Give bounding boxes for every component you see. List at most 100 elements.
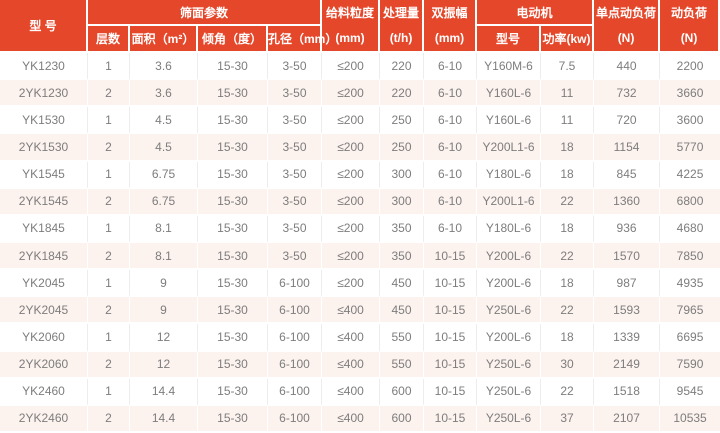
cell-dynamic-load: 2200	[660, 53, 720, 81]
header-motor-group-label: 电动机	[516, 5, 553, 20]
header-motor-power-label: 功率(kw)	[542, 32, 591, 46]
cell-incline: 15-30	[198, 53, 268, 81]
cell-dynamic-load: 7850	[660, 242, 720, 271]
table-row: 2YK2045 2 9 15-30 6-100 ≤400 450 10-15 Y250L-6 22…	[0, 297, 720, 325]
cell-amplitude: 10-15	[424, 378, 478, 406]
cell-capacity: 550	[380, 351, 425, 379]
cell-layers: 1	[88, 215, 130, 243]
table-row: 2YK1530 2 4.5 15-30 3-50 ≤200 250 6-10 Y200L1-6 1…	[0, 134, 720, 162]
cell-motor-model: Y250L-6	[477, 351, 542, 379]
cell-capacity: 220	[380, 53, 425, 81]
table-body: YK1230 1 3.6 15-30 3-50 ≤200 220 6-10 Y160M-6 7.5…	[0, 53, 720, 433]
cell-aperture: 3-50	[268, 188, 323, 216]
cell-point-load: 936	[594, 215, 661, 243]
cell-model: YK1530	[0, 107, 88, 135]
cell-feed-size: ≤200	[322, 270, 381, 298]
cell-motor-power: 30	[541, 351, 595, 379]
cell-capacity: 450	[380, 297, 425, 325]
table-row: YK2060 1 12 15-30 6-100 ≤400 550 10-15 Y200L-6 18…	[0, 324, 720, 352]
cell-model: 2YK1530	[0, 134, 88, 162]
cell-capacity: 350	[380, 215, 425, 243]
cell-model: YK1230	[0, 53, 88, 81]
cell-dynamic-load: 3600	[660, 107, 720, 135]
cell-model: YK1845	[0, 215, 88, 243]
cell-incline: 15-30	[198, 242, 268, 271]
table-row: 2YK2460 2 14.4 15-30 6-100 ≤400 600 10-15 Y250L-…	[0, 405, 720, 433]
header-aperture-label: 孔径（mm）	[268, 32, 338, 46]
cell-area: 9	[130, 297, 198, 325]
cell-incline: 15-30	[198, 270, 268, 298]
header-area: 面积（m²）	[130, 26, 198, 53]
cell-dynamic-load: 7965	[660, 297, 720, 325]
header-aperture: 孔径（mm）	[268, 26, 337, 53]
cell-feed-size: ≤200	[322, 188, 381, 216]
cell-point-load: 987	[594, 270, 661, 298]
header-motor-model-label: 型号	[496, 32, 521, 46]
cell-area: 3.6	[130, 53, 198, 81]
cell-amplitude: 10-15	[424, 324, 478, 352]
cell-feed-size: ≤200	[322, 161, 381, 189]
table-row: YK1845 1 8.1 15-30 3-50 ≤200 350 6-10 Y180L-6 18 9…	[0, 215, 720, 243]
cell-dynamic-load: 6695	[660, 324, 720, 352]
cell-incline: 15-30	[198, 215, 268, 243]
header-capacity-unit: (t/h)	[389, 30, 413, 45]
cell-aperture: 3-50	[268, 242, 323, 271]
cell-amplitude: 10-15	[424, 242, 478, 271]
table-header: 型 号 筛面参数 给料粒度 (mm) 处理量 (t/h) 双振幅 (mm) 电动…	[0, 0, 720, 53]
cell-area: 4.5	[130, 107, 198, 135]
header-model: 型 号	[0, 0, 88, 53]
cell-model: YK2045	[0, 270, 88, 298]
cell-area: 8.1	[130, 242, 198, 271]
cell-point-load: 1593	[594, 297, 661, 325]
cell-motor-power: 11	[541, 107, 595, 135]
cell-feed-size: ≤200	[322, 242, 381, 271]
cell-area: 12	[130, 351, 198, 379]
cell-feed-size: ≤400	[322, 351, 381, 379]
cell-layers: 1	[88, 270, 130, 298]
table-row: YK1530 1 4.5 15-30 3-50 ≤200 250 6-10 Y160L-6 11 7…	[0, 107, 720, 135]
header-motor-model: 型号	[477, 26, 542, 53]
table-row: 2YK1545 2 6.75 15-30 3-50 ≤200 300 6-10 Y200L1-6…	[0, 188, 720, 216]
header-amplitude-unit: (mm)	[434, 30, 465, 45]
header-feed-size-unit: (mm)	[335, 30, 365, 45]
cell-motor-power: 11	[541, 80, 595, 108]
table-row: 2YK2060 2 12 15-30 6-100 ≤400 550 10-15 Y250L-6 3…	[0, 351, 720, 379]
cell-aperture: 3-50	[268, 80, 323, 108]
header-incline-label: 倾角（度）	[201, 32, 262, 46]
cell-motor-power: 18	[541, 161, 595, 189]
cell-motor-power: 37	[541, 405, 595, 433]
cell-motor-model: Y200L1-6	[477, 188, 542, 216]
cell-layers: 1	[88, 378, 130, 406]
cell-layers: 1	[88, 107, 130, 135]
header-row-groups: 型 号 筛面参数 给料粒度 (mm) 处理量 (t/h) 双振幅 (mm) 电动…	[0, 0, 720, 53]
cell-dynamic-load: 4225	[660, 161, 720, 189]
cell-point-load: 732	[594, 80, 661, 108]
cell-aperture: 6-100	[268, 297, 323, 325]
cell-aperture: 6-100	[268, 351, 323, 379]
cell-incline: 15-30	[198, 80, 268, 108]
cell-layers: 2	[88, 80, 130, 108]
cell-model: YK2060	[0, 324, 88, 352]
header-amplitude-label: 双振幅	[431, 5, 468, 20]
cell-model: 2YK2045	[0, 297, 88, 325]
cell-aperture: 3-50	[268, 53, 323, 81]
header-layers: 层数	[88, 26, 130, 53]
cell-model: YK1545	[0, 161, 88, 189]
cell-model: 2YK2060	[0, 351, 88, 379]
cell-amplitude: 10-15	[424, 351, 478, 379]
cell-motor-model: Y200L-6	[477, 324, 542, 352]
cell-feed-size: ≤200	[322, 215, 381, 243]
cell-area: 14.4	[130, 378, 198, 406]
cell-motor-model: Y180L-6	[477, 161, 542, 189]
cell-layers: 1	[88, 324, 130, 352]
header-point-load-label: 单点动负荷	[596, 5, 657, 20]
header-dynamic-load-unit: (N)	[680, 30, 698, 45]
cell-amplitude: 10-15	[424, 405, 478, 433]
cell-feed-size: ≤400	[322, 378, 381, 406]
cell-area: 4.5	[130, 134, 198, 162]
cell-layers: 2	[88, 405, 130, 433]
cell-motor-model: Y160M-6	[477, 53, 542, 81]
cell-incline: 15-30	[198, 324, 268, 352]
cell-motor-model: Y200L-6	[477, 270, 542, 298]
table-row: YK2460 1 14.4 15-30 6-100 ≤400 600 10-15 Y250L-6…	[0, 378, 720, 406]
